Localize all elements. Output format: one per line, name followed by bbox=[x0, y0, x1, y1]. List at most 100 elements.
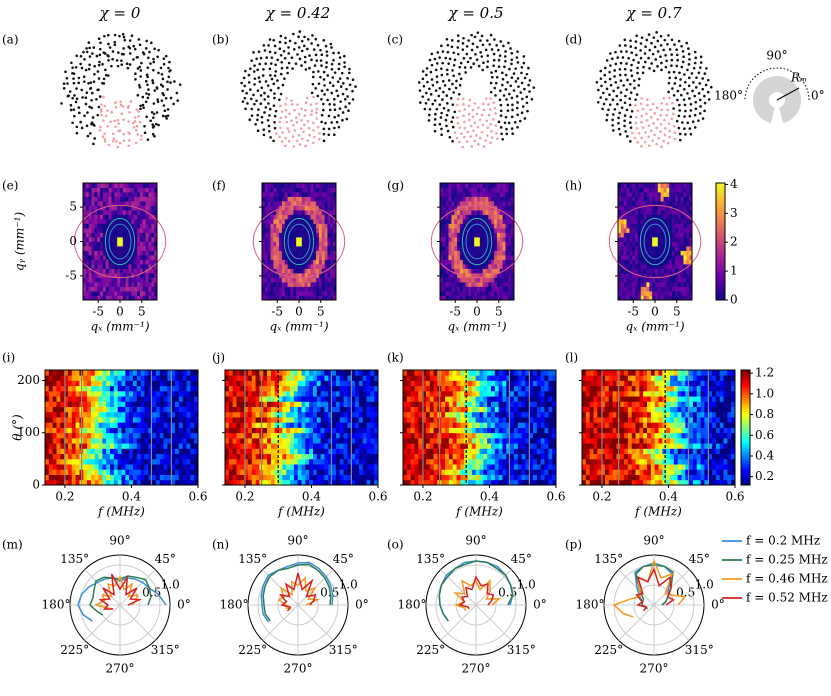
heatmap-cell bbox=[310, 282, 314, 287]
heatmap-cell bbox=[454, 241, 458, 247]
heatmap-cell bbox=[304, 214, 308, 220]
heatmap-cell bbox=[102, 228, 107, 233]
heatmap-cell bbox=[632, 273, 636, 278]
heatmap-cell bbox=[83, 183, 87, 188]
spectrum-cell bbox=[90, 464, 96, 470]
heatmap-cell bbox=[632, 246, 636, 251]
heatmap-cell bbox=[511, 282, 515, 287]
spectrum-cell bbox=[87, 474, 92, 481]
heatmap-cell bbox=[120, 291, 124, 296]
colorbar-cell bbox=[716, 212, 725, 216]
particle bbox=[490, 71, 493, 74]
spectrum-cell bbox=[132, 385, 138, 392]
heatmap-cell bbox=[310, 223, 314, 229]
particle bbox=[492, 58, 496, 62]
trap-particle bbox=[103, 132, 106, 136]
trap-particle bbox=[289, 119, 293, 123]
spectrum-cell bbox=[67, 385, 73, 392]
particle bbox=[527, 83, 530, 87]
heatmap-cell bbox=[620, 205, 625, 211]
particle bbox=[240, 81, 243, 85]
heatmap-cell bbox=[137, 277, 141, 283]
spectrum-cell bbox=[190, 401, 195, 407]
heatmap-cell bbox=[333, 214, 337, 220]
heatmap-cell bbox=[655, 214, 659, 220]
trap-particle bbox=[280, 140, 284, 143]
spectrum-cell bbox=[52, 479, 57, 486]
particle bbox=[623, 124, 626, 128]
heatmap-cell bbox=[468, 232, 472, 238]
heatmap-cell bbox=[273, 291, 277, 296]
heatmap-cell bbox=[94, 295, 98, 301]
particle bbox=[699, 55, 703, 59]
particle bbox=[263, 98, 266, 101]
heatmap-cell bbox=[494, 286, 498, 292]
heatmap-cell bbox=[477, 286, 481, 292]
particle bbox=[69, 108, 73, 112]
heatmap-cell bbox=[94, 268, 98, 274]
heatmap-cell bbox=[652, 268, 656, 274]
heatmap-cell bbox=[316, 259, 320, 265]
heatmap-cell bbox=[511, 214, 515, 220]
spectrum-cell bbox=[87, 396, 92, 402]
heatmap-cell bbox=[102, 286, 107, 292]
spectrum-cell bbox=[293, 479, 299, 486]
heatmap-cell bbox=[137, 183, 141, 188]
heatmap-cell bbox=[304, 268, 308, 274]
spectrum-cell bbox=[94, 469, 99, 475]
x-tick-label: -5 bbox=[271, 305, 283, 319]
heatmap-cell bbox=[91, 250, 95, 256]
spectrum-cell bbox=[136, 411, 142, 418]
trap-particle bbox=[287, 130, 291, 133]
heatmap-cell bbox=[111, 196, 115, 202]
heatmap-cell bbox=[462, 201, 467, 206]
trap-particle bbox=[279, 104, 282, 108]
particle bbox=[314, 87, 317, 90]
heatmap-cell bbox=[310, 201, 314, 206]
particle bbox=[672, 107, 675, 110]
trap-particle bbox=[458, 126, 462, 129]
heatmap-cell bbox=[689, 223, 693, 229]
heatmap-cell bbox=[459, 237, 464, 242]
heatmap-cell bbox=[299, 214, 303, 220]
heatmap-cell bbox=[293, 214, 297, 220]
trap-particle bbox=[671, 112, 675, 116]
particle bbox=[441, 79, 445, 83]
heatmap-cell bbox=[293, 282, 297, 287]
particle bbox=[85, 47, 88, 50]
heatmap-cell bbox=[626, 282, 630, 287]
heatmap-cell bbox=[494, 196, 498, 202]
particle bbox=[429, 93, 433, 96]
heatmap-cell bbox=[327, 237, 331, 242]
spectrum-cell bbox=[171, 375, 176, 381]
heatmap-cell bbox=[491, 223, 495, 229]
spectrum-cell bbox=[175, 417, 180, 423]
particle bbox=[256, 129, 260, 133]
heatmap-cell bbox=[646, 237, 650, 242]
spectrum-cell bbox=[56, 453, 61, 460]
spectrum-cell bbox=[98, 448, 103, 455]
heatmap-cell bbox=[137, 210, 141, 215]
spectrum-cell bbox=[110, 370, 115, 376]
particle bbox=[298, 57, 302, 61]
heatmap-cell bbox=[125, 201, 129, 206]
spectrum-cell bbox=[75, 390, 80, 397]
heatmap-cell bbox=[508, 282, 512, 287]
spectrum-cell bbox=[87, 390, 92, 397]
spectrum-cell bbox=[64, 437, 69, 444]
particle bbox=[490, 48, 494, 51]
heatmap-cell bbox=[674, 282, 679, 287]
heatmap-cell bbox=[108, 201, 112, 206]
heatmap-cell bbox=[131, 259, 135, 265]
heatmap-cell bbox=[134, 187, 138, 193]
trap-particle bbox=[300, 119, 303, 122]
heatmap-cell bbox=[471, 205, 475, 211]
spectrum-cell bbox=[175, 464, 180, 470]
spectrum-cell bbox=[163, 458, 168, 465]
trap-particle bbox=[494, 112, 497, 115]
particle bbox=[113, 40, 117, 44]
heatmap-cell bbox=[273, 223, 277, 229]
heatmap-cell bbox=[440, 295, 444, 301]
heatmap-cell bbox=[122, 282, 127, 287]
particle bbox=[699, 61, 703, 64]
